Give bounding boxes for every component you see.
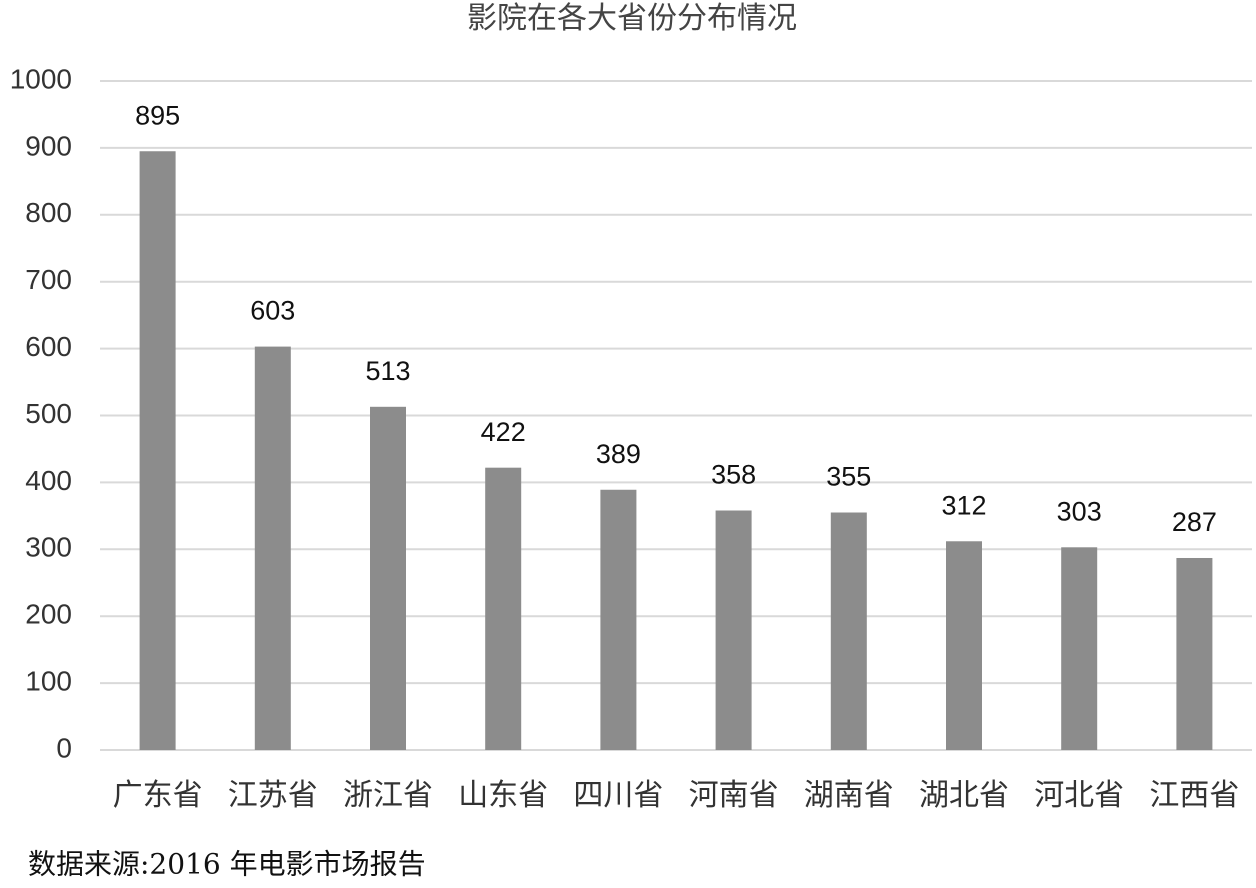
data-label: 422 xyxy=(481,417,526,447)
bar xyxy=(946,541,982,750)
bar xyxy=(830,512,867,750)
bar xyxy=(485,467,522,750)
source-note: 数据来源:2016 年电影市场报告 xyxy=(28,848,426,881)
data-label: 312 xyxy=(941,490,986,520)
data-label: 355 xyxy=(826,462,871,492)
x-tick-label: 江苏省 xyxy=(228,778,318,813)
data-label: 287 xyxy=(1172,507,1217,537)
bar xyxy=(600,489,637,750)
y-tick-label: 300 xyxy=(25,532,72,563)
bar xyxy=(254,346,291,750)
data-label: 358 xyxy=(711,460,756,490)
y-tick-label: 1000 xyxy=(10,63,72,94)
bar xyxy=(139,151,176,750)
data-label: 389 xyxy=(596,439,641,469)
bar xyxy=(370,406,406,750)
x-tick-label: 浙江省 xyxy=(343,778,433,813)
chart-title: 影院在各大省份分布情况 xyxy=(467,1,797,36)
y-tick-label: 600 xyxy=(25,331,72,362)
data-label: 603 xyxy=(250,296,295,326)
y-tick-label: 400 xyxy=(25,465,72,496)
data-label: 513 xyxy=(365,356,410,386)
x-tick-label: 河北省 xyxy=(1034,778,1124,813)
data-label: 895 xyxy=(135,100,180,130)
y-tick-label: 700 xyxy=(25,264,72,295)
y-tick-label: 800 xyxy=(25,197,72,228)
x-tick-label: 河南省 xyxy=(689,778,779,813)
bar xyxy=(1061,547,1098,750)
x-tick-label: 江西省 xyxy=(1149,778,1239,813)
y-tick-label: 0 xyxy=(56,732,72,763)
x-tick-label: 四川省 xyxy=(573,778,663,813)
y-tick-label: 100 xyxy=(25,665,72,696)
data-label: 303 xyxy=(1057,496,1102,526)
y-tick-label: 200 xyxy=(25,599,72,630)
y-tick-label: 900 xyxy=(25,130,72,161)
bar xyxy=(715,510,752,750)
y-tick-label: 500 xyxy=(25,398,72,429)
x-tick-label: 山东省 xyxy=(458,778,548,813)
x-tick-label: 湖南省 xyxy=(804,778,894,813)
bar xyxy=(1176,557,1213,750)
x-tick-label: 广东省 xyxy=(113,778,203,813)
x-tick-label: 湖北省 xyxy=(919,778,1009,813)
